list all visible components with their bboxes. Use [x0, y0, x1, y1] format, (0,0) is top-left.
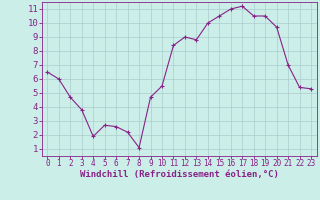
X-axis label: Windchill (Refroidissement éolien,°C): Windchill (Refroidissement éolien,°C) [80, 170, 279, 179]
